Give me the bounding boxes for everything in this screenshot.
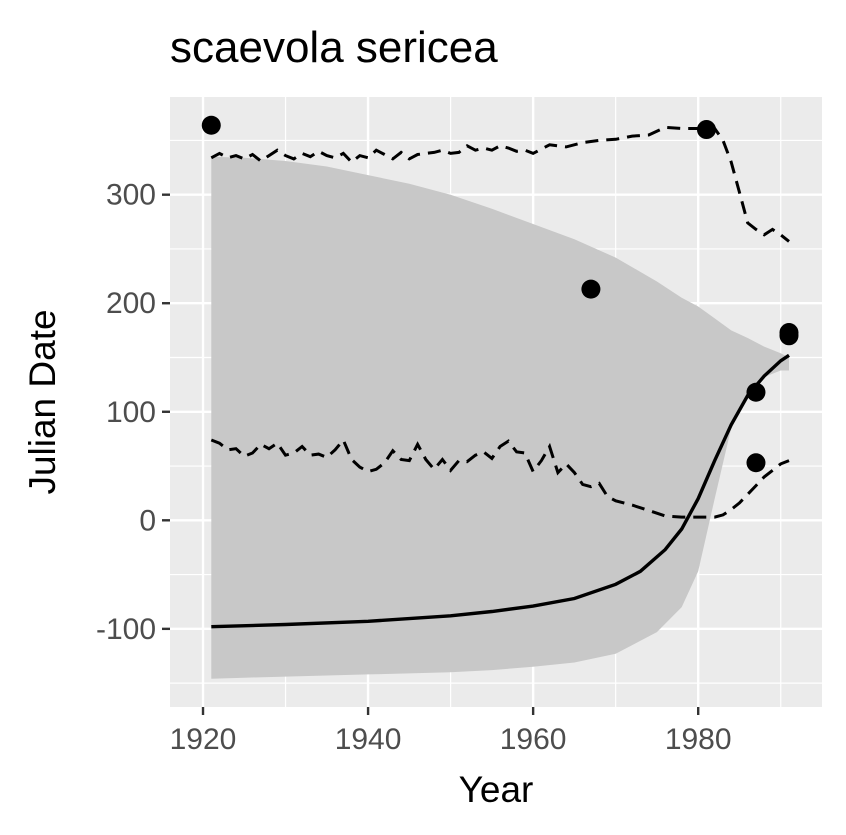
x-tick-label: 1940 [335, 723, 402, 756]
x-tick-label: 1920 [170, 723, 237, 756]
y-tick-label: 200 [106, 287, 156, 320]
x-tick-label: 1960 [500, 723, 567, 756]
y-tick-label: 100 [106, 396, 156, 429]
y-tick-label: 0 [139, 504, 156, 537]
x-tick-label: 1980 [665, 723, 732, 756]
x-axis: 1920 1940 1960 1980 [170, 707, 732, 756]
points-layer [201, 115, 799, 473]
x-axis-title: Year [459, 769, 534, 810]
y-axis-title: Julian Date [22, 309, 63, 494]
y-tick-label: 300 [106, 179, 156, 212]
y-tick-label: -100 [96, 613, 156, 646]
data-point [696, 120, 716, 140]
data-point [581, 279, 601, 299]
data-point [779, 326, 799, 346]
dashed-lines-layer [210, 125, 790, 519]
data-point [746, 382, 766, 402]
confidence-ribbon-layer [211, 156, 790, 679]
y-axis: -100 0 100 200 300 [96, 179, 170, 646]
data-point [746, 453, 766, 473]
chart-title: scaevola sericea [170, 23, 498, 72]
upper-dashed-line [210, 125, 790, 243]
confidence-ribbon [211, 156, 790, 679]
lower-dashed-line [210, 437, 790, 519]
data-point [201, 115, 221, 135]
